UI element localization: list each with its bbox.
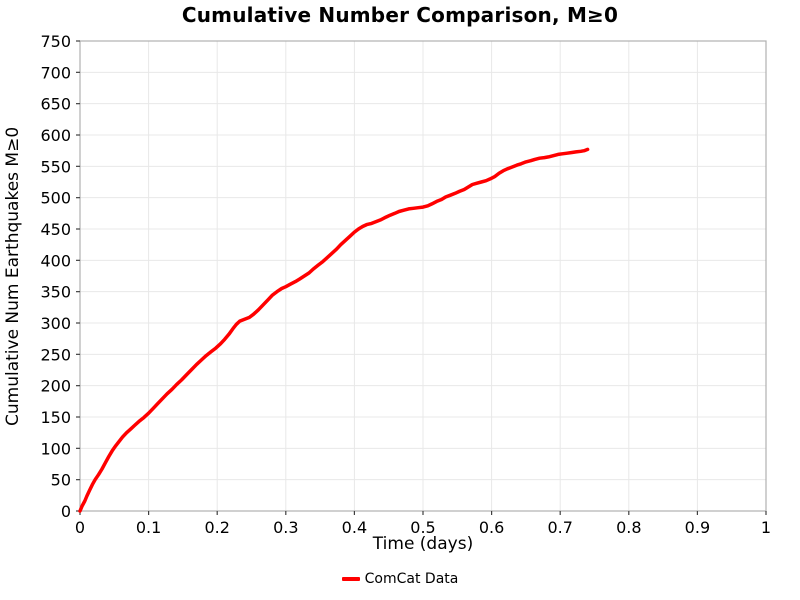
chart-title: Cumulative Number Comparison, M≥0 [181,3,619,27]
y-tick-label: 750 [40,32,71,51]
legend-line-icon [341,577,360,581]
y-tick-label: 300 [40,314,71,333]
y-tick-label: 150 [40,408,71,427]
x-tick-label: 0.9 [685,518,710,537]
y-tick-label: 550 [40,157,71,176]
y-tick-label: 250 [40,345,71,364]
y-tick-label: 400 [40,251,71,270]
x-tick-label: 1 [761,518,771,537]
y-tick-label: 450 [40,220,71,239]
y-tick-label: 200 [40,377,71,396]
y-tick-label: 0 [61,502,71,521]
x-tick-label: 0.2 [204,518,229,537]
series-line-comcat-data [78,147,590,513]
x-tick-label: 0.5 [410,518,435,537]
x-tick-label: 0.4 [342,518,367,537]
legend: ComCat Data [0,571,800,587]
x-tick-label: 0.8 [616,518,641,537]
x-axis-label: Time (days) [372,534,474,554]
y-tick-label: 650 [40,95,71,114]
y-tick-label: 350 [40,283,71,302]
y-tick-label: 100 [40,439,71,458]
x-tick-label: 0.3 [273,518,298,537]
y-tick-label: 700 [40,63,71,82]
x-tick-label: 0 [75,518,85,537]
y-tick-label: 50 [51,471,71,490]
x-tick-label: 0.6 [479,518,504,537]
legend-label: ComCat Data [364,571,459,587]
y-tick-label: 600 [40,126,71,145]
x-tick-label: 0.7 [547,518,572,537]
y-tick-label: 500 [40,189,71,208]
x-tick-label: 0.1 [136,518,161,537]
